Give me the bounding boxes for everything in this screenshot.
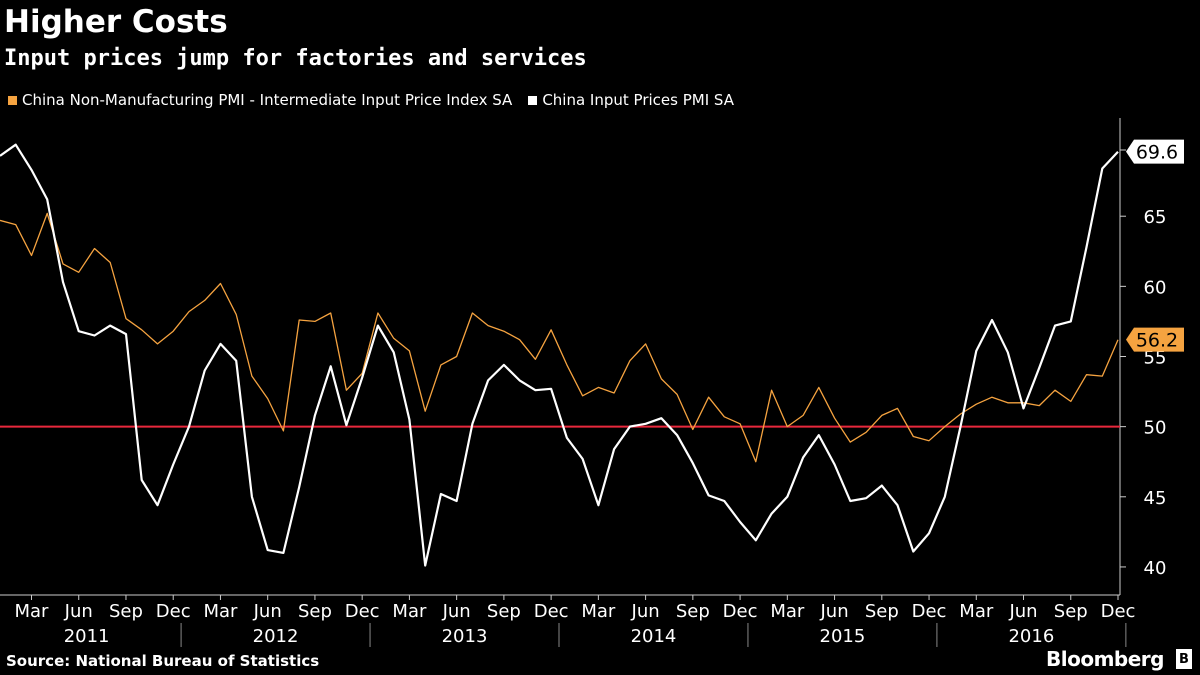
x-tick-label: Mar [770,601,805,622]
x-year-label: 2014 [631,626,677,647]
x-tick-label: Sep [865,601,899,622]
x-tick-label: Sep [487,601,521,622]
x-tick-label: Sep [676,601,710,622]
x-tick-label: Jun [64,601,93,622]
x-tick-label: Jun [631,601,660,622]
x-year-label: 2013 [442,626,488,647]
x-tick-label: Sep [298,601,332,622]
end-label-input-prices: 69.6 [1136,142,1178,164]
x-tick-label: Dec [912,601,947,622]
legend-label-nonmanufacturing: China Non-Manufacturing PMI - Intermedia… [22,91,513,109]
legend-item-input-prices: China Input Prices PMI SA [528,91,734,109]
y-tick-label: 60 [1144,277,1167,298]
x-tick-label: Dec [1101,601,1136,622]
x-tick-label: Mar [581,601,616,622]
source-note: Source: National Bureau of Statistics [6,652,320,670]
x-tick-label: Mar [203,601,238,622]
x-tick-label: Sep [1054,601,1088,622]
x-year-label: 2015 [820,626,866,647]
chart-title: Higher Costs [4,4,228,40]
x-year-label: 2011 [64,626,110,647]
end-label-badge-input-prices [1126,139,1184,164]
x-tick-label: Jun [1008,601,1037,622]
x-tick-label: Jun [442,601,471,622]
y-tick-label: 40 [1144,558,1167,579]
x-tick-label: Dec [345,601,380,622]
end-label-nonmanufacturing: 56.2 [1136,330,1178,352]
y-tick-label: 55 [1144,348,1167,369]
x-year-label: 2016 [1008,626,1054,647]
legend-label-input-prices: China Input Prices PMI SA [542,91,734,109]
legend-swatch-orange [8,95,17,105]
end-label-badge-nonmanufacturing [1126,327,1184,352]
legend-swatch-white [528,95,538,105]
x-tick-label: Dec [156,601,191,622]
x-year-label: 2012 [253,626,299,647]
chart-subtitle: Input prices jump for factories and serv… [4,46,587,71]
x-tick-label: Jun [820,601,849,622]
legend-item-nonmanufacturing: China Non-Manufacturing PMI - Intermedia… [8,91,512,109]
x-tick-label: Jun [253,601,282,622]
x-tick-label: Dec [723,601,758,622]
x-tick-label: Sep [109,601,143,622]
bloomberg-b-icon: B [1175,649,1192,669]
chart-legend: China Non-Manufacturing PMI - Intermedia… [8,89,750,111]
brand-logo: Bloomberg B [1046,647,1192,671]
series-line-nonmanufacturing [0,212,1119,463]
y-tick-label: 50 [1144,418,1167,439]
x-tick-label: Mar [959,601,994,622]
x-tick-label: Mar [392,601,427,622]
y-tick-label: 65 [1144,207,1167,228]
series-line-input-prices [0,143,1119,567]
x-tick-label: Mar [15,601,50,622]
y-tick-label: 45 [1144,488,1167,509]
x-tick-label: Dec [534,601,569,622]
brand-name: Bloomberg [1046,647,1164,671]
